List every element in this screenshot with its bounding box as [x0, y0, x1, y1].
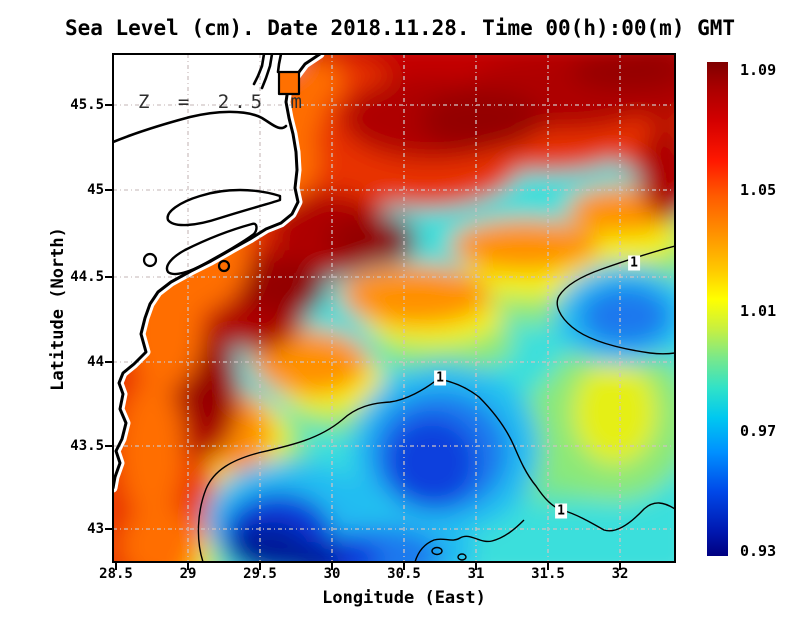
y-tick-label: 43	[87, 521, 104, 537]
x-tick-label: 31	[467, 566, 485, 582]
x-tick-label: 32	[611, 566, 629, 582]
colorbar-tick-label: 1.09	[740, 61, 777, 79]
colorbar-tick-label: 1.05	[740, 181, 777, 199]
contour-label: 1	[628, 255, 640, 271]
contour-label: 1	[434, 370, 446, 386]
x-tick-label: 30.5	[387, 566, 421, 582]
x-tick-label: 30	[323, 566, 341, 582]
y-tick-label: 45.5	[70, 97, 104, 113]
plot-title: Sea Level (cm). Date 2018.11.28. Time 00…	[64, 16, 736, 40]
x-tick-label: 28.5	[99, 566, 133, 582]
y-tick-label: 44	[87, 354, 104, 370]
x-tick-label: 29	[179, 566, 197, 582]
plot-border	[112, 53, 676, 563]
coastline	[113, 54, 322, 490]
heatmap-layer	[113, 54, 675, 562]
y-tick-label: 44.5	[70, 269, 104, 285]
colorbar	[707, 62, 728, 556]
colorbar-tick-label: 0.97	[740, 422, 777, 440]
colorbar-tick-label: 1.01	[740, 302, 777, 320]
colorbar-tick-label: 0.93	[740, 542, 777, 560]
y-axis-label: Latitude (North)	[48, 227, 68, 391]
x-axis-label: Longitude (East)	[322, 588, 486, 608]
contour-label: 1	[555, 503, 567, 519]
x-tick-label: 31.5	[531, 566, 565, 582]
y-tick-label: 45	[87, 182, 104, 198]
lagoon-cell	[277, 70, 301, 96]
axis-ticks	[105, 104, 621, 570]
contour-lines	[197, 245, 675, 562]
gridlines	[113, 54, 675, 562]
depth-annotation: Z = 2.5 m	[138, 91, 307, 113]
y-tick-label: 43.5	[70, 438, 104, 454]
x-tick-label: 29.5	[243, 566, 277, 582]
